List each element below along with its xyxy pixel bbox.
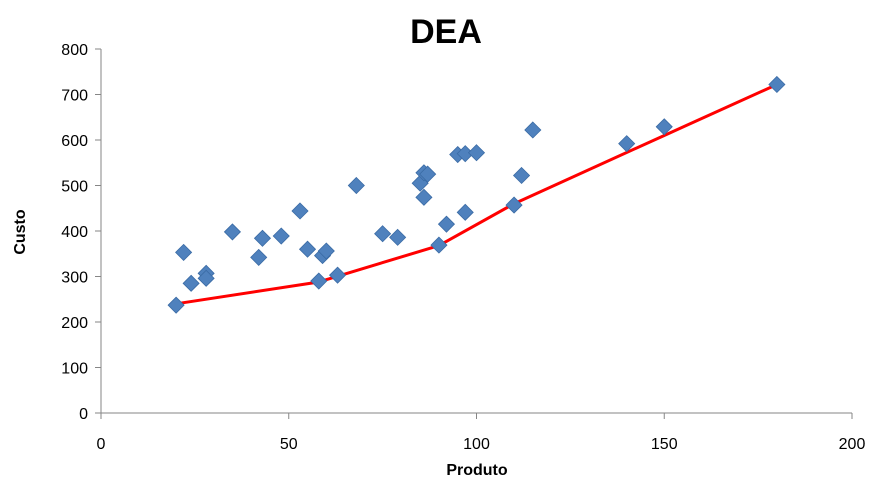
x-tick-label: 100: [463, 436, 490, 453]
x-tick-label: 50: [280, 436, 298, 453]
data-point: [467, 144, 486, 162]
axes: [100, 49, 852, 414]
data-point: [167, 296, 185, 314]
data-point: [456, 203, 474, 221]
data-point: [389, 228, 407, 246]
data-point: [415, 188, 433, 206]
data-point: [655, 118, 673, 136]
y-tick-label: 0: [79, 406, 88, 423]
data-point: [419, 165, 437, 183]
data-point: [272, 227, 290, 245]
data-point: [310, 272, 328, 290]
data-point: [374, 225, 392, 243]
data-point: [768, 75, 786, 94]
data-point: [437, 215, 456, 233]
data-point: [197, 269, 215, 287]
frontier-line: [175, 83, 778, 306]
data-point: [505, 196, 523, 214]
data-point: [253, 229, 272, 247]
x-tick-label: 0: [97, 436, 106, 453]
y-tick-label: 600: [61, 133, 88, 150]
plot-area: [167, 75, 786, 314]
y-axis-label: Custo: [12, 209, 29, 255]
y-tick-label: 200: [61, 315, 88, 332]
data-point: [317, 242, 335, 260]
data-point: [618, 135, 636, 153]
data-point: [298, 240, 317, 258]
x-axis-label: Produto: [446, 462, 508, 479]
y-tick-label: 300: [61, 270, 88, 287]
data-point: [347, 176, 365, 195]
data-point: [223, 223, 241, 241]
y-tick-label: 800: [61, 42, 88, 59]
data-point: [250, 248, 268, 266]
chart-title: DEA: [410, 13, 482, 51]
data-point: [291, 202, 309, 220]
y-tick-label: 100: [61, 361, 88, 378]
x-tick-label: 150: [651, 436, 678, 453]
data-point: [175, 243, 193, 261]
y-tick-label: 500: [61, 179, 88, 196]
data-point: [182, 274, 200, 292]
y-tick-label: 400: [61, 224, 88, 241]
data-point: [512, 166, 531, 185]
x-tick-label: 200: [839, 436, 866, 453]
data-point: [430, 236, 448, 254]
data-point: [524, 121, 542, 139]
data-point: [328, 266, 347, 284]
y-ticks: 0 100 200 300 400 500 600 700 800: [61, 42, 101, 423]
x-ticks: 0 50 100 150 200: [97, 413, 866, 453]
y-tick-label: 700: [61, 88, 88, 105]
